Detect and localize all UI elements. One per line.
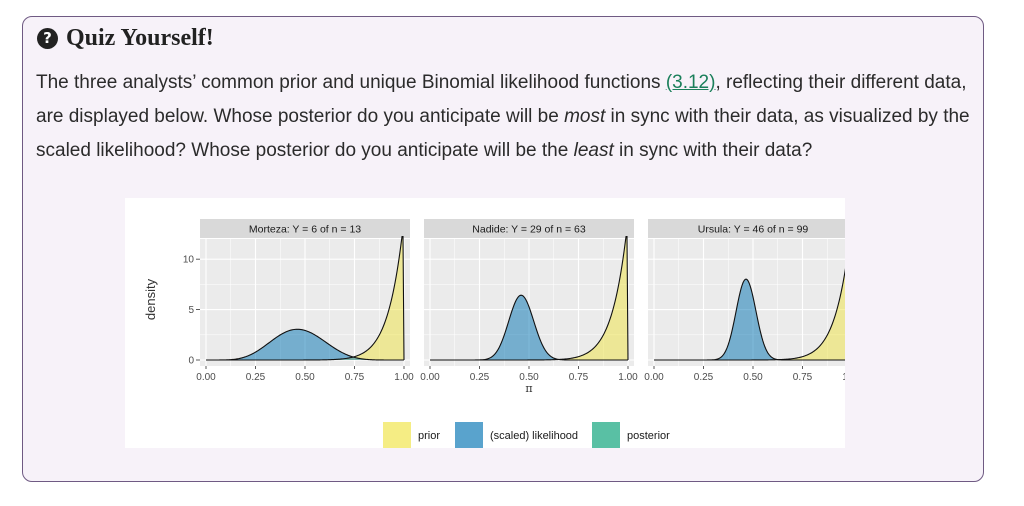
legend-label: posterior (627, 430, 670, 442)
callout-title: Quiz Yourself! (66, 25, 214, 51)
equation-link[interactable]: (3.12) (665, 72, 716, 93)
x-tick-label: 0.50 (295, 372, 315, 383)
facet-strip (648, 219, 845, 238)
paragraph-text-1: The three analysts’ common prior and uni… (36, 72, 666, 93)
emphasis-most: most (564, 106, 606, 127)
prior-area (206, 236, 404, 360)
posterior-figure: density 0 5 10 Morteza: Y = 6 of n = 13 0.00 0… (125, 198, 845, 448)
facet-strip (424, 219, 634, 238)
callout-header: ? Quiz Yourself! (37, 25, 214, 52)
y-axis-label: density (143, 278, 158, 320)
emphasis-least: least (573, 140, 614, 161)
facet-panel: Ursula: Y = 46 of n = 99 0.00 0.25 0.50 0.75… (644, 219, 845, 383)
x-tick-label: 0.50 (743, 372, 763, 383)
question-circle-icon: ? (37, 28, 58, 49)
legend-swatch (592, 422, 620, 448)
prior-curve (206, 236, 405, 361)
quiz-paragraph: The three analysts’ common prior and uni… (36, 66, 976, 168)
likelihood-curve (206, 328, 404, 361)
x-tick-label: 1.00 (394, 372, 414, 383)
facet-label: Ursula: Y = 46 of n = 99 (698, 224, 809, 236)
likelihood-area (654, 279, 845, 360)
facet-label: Morteza: Y = 6 of n = 13 (249, 224, 361, 236)
legend-label: prior (418, 430, 440, 442)
x-tick-label: 0.00 (644, 372, 664, 383)
x-axis-label: π (525, 382, 532, 395)
x-tick-label: 1.00 (618, 372, 638, 383)
legend-swatch (455, 422, 483, 448)
legend-label: (scaled) likelihood (490, 430, 578, 442)
faceted-density-chart: density 0 5 10 Morteza: Y = 6 of n = 13 0.00 0… (143, 219, 845, 448)
legend-item: posterior (592, 422, 670, 448)
y-tick-label: 0 (188, 356, 194, 367)
likelihood-curve (430, 294, 628, 361)
prior-area (430, 236, 628, 360)
facet-strip (200, 219, 410, 238)
likelihood-area (430, 295, 628, 360)
prior-area (654, 271, 845, 360)
x-tick-label: 0.25 (246, 372, 266, 383)
facet-label: Nadide: Y = 29 of n = 63 (472, 224, 586, 236)
legend-item: (scaled) likelihood (455, 422, 578, 448)
x-tick-label: 0.75 (569, 372, 589, 383)
x-tick-label: 0.25 (470, 372, 490, 383)
paragraph-text-3: in sync with their data, as visualized b… (36, 106, 970, 161)
x-tick-label: 1.00 (842, 372, 845, 383)
x-tick-label: 0.25 (694, 372, 714, 383)
legend-swatch (383, 422, 411, 448)
x-tick-label: 0.75 (793, 372, 813, 383)
paragraph-text-2: , reflecting their different data, are d… (36, 72, 967, 127)
x-tick-label: 0.75 (345, 372, 365, 383)
likelihood-curve (654, 278, 845, 361)
x-tick-label: 0.50 (519, 372, 539, 383)
paragraph-text-4: in sync with their data? (613, 140, 813, 161)
legend-item: prior (383, 422, 440, 448)
facet-panel: Morteza: Y = 6 of n = 13 0.00 0.25 0.50 0.75… (196, 219, 414, 383)
facet-panel: Nadide: Y = 29 of n = 63 0.00 0.25 0.50 0.75… (420, 219, 638, 383)
y-tick-label: 10 (183, 255, 195, 266)
y-tick-label: 5 (188, 305, 194, 316)
x-tick-label: 0.00 (196, 372, 216, 383)
x-tick-label: 0.00 (420, 372, 440, 383)
